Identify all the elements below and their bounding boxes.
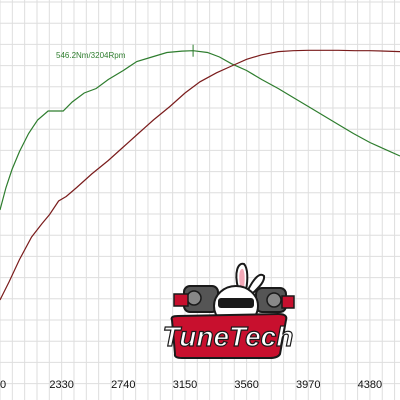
series-layer [0, 49, 400, 301]
x-tick-label-partial: 0 [0, 379, 6, 391]
x-tick-label: 2740 [111, 379, 135, 391]
peak-annotation-label: 546.2Nm/3204Rpm [56, 51, 126, 60]
series-line-torque [0, 50, 400, 211]
series-line-power [0, 49, 400, 301]
peak-annotation: 546.2Nm/3204Rpm [56, 44, 194, 60]
x-tick-label: 3150 [173, 379, 197, 391]
x-tick-label: 3970 [296, 379, 320, 391]
logo-text: TuneTech [163, 321, 294, 352]
logo-turbos [173, 285, 295, 313]
x-axis-ticks: 0 2330 2740 3150 3560 3970 4380 [0, 379, 382, 391]
x-tick-label: 2330 [49, 379, 73, 391]
tunetech-logo: TuneTech [162, 262, 295, 359]
x-tick-label: 4380 [358, 379, 382, 391]
x-tick-label: 3560 [234, 379, 258, 391]
logo-banner: TuneTech [162, 312, 294, 359]
